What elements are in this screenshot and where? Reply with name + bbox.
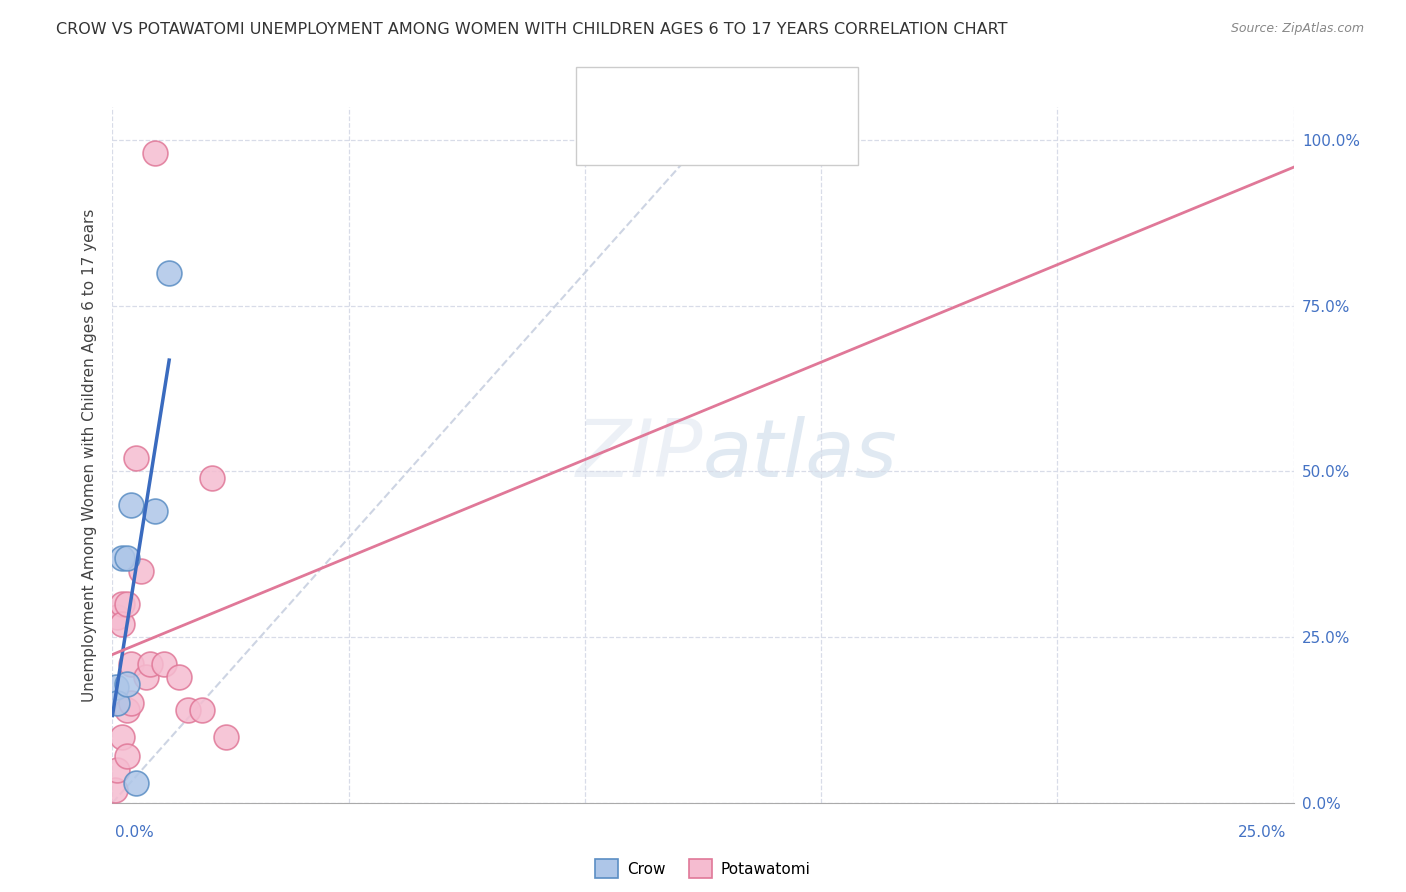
Text: atlas: atlas	[703, 416, 898, 494]
Point	[111, 730, 134, 744]
Text: Source: ZipAtlas.com: Source: ZipAtlas.com	[1230, 22, 1364, 36]
Point	[115, 676, 138, 690]
Point	[191, 703, 214, 717]
Text: 9: 9	[724, 87, 737, 105]
Point	[115, 597, 138, 611]
Text: 0.088: 0.088	[657, 124, 714, 142]
Point	[111, 550, 134, 565]
Text: 0.0%: 0.0%	[115, 825, 155, 840]
Point	[125, 776, 148, 790]
Point	[129, 564, 152, 578]
Point	[105, 763, 128, 777]
Point	[104, 782, 127, 797]
Point	[215, 730, 238, 744]
Point	[135, 670, 157, 684]
Point	[120, 697, 142, 711]
Point	[143, 146, 166, 161]
Point	[125, 451, 148, 466]
Point	[115, 749, 138, 764]
Point	[153, 657, 176, 671]
Point	[105, 697, 128, 711]
Text: R =: R =	[631, 124, 668, 142]
Text: 25.0%: 25.0%	[1239, 825, 1286, 840]
Text: R =: R =	[631, 87, 668, 105]
Point	[177, 703, 200, 717]
Point	[120, 657, 142, 671]
Text: N =: N =	[700, 124, 737, 142]
Point	[143, 504, 166, 518]
Text: 0.743: 0.743	[657, 87, 713, 105]
Legend: Crow, Potawatomi: Crow, Potawatomi	[588, 852, 818, 886]
Text: N =: N =	[700, 87, 737, 105]
Text: ZIP: ZIP	[575, 416, 703, 494]
Text: 22: 22	[724, 124, 749, 142]
Point	[157, 266, 180, 280]
Point	[139, 657, 162, 671]
Point	[105, 610, 128, 624]
Point	[167, 670, 190, 684]
Text: CROW VS POTAWATOMI UNEMPLOYMENT AMONG WOMEN WITH CHILDREN AGES 6 TO 17 YEARS COR: CROW VS POTAWATOMI UNEMPLOYMENT AMONG WO…	[56, 22, 1008, 37]
Point	[105, 680, 128, 694]
Point	[201, 471, 224, 485]
Y-axis label: Unemployment Among Women with Children Ages 6 to 17 years: Unemployment Among Women with Children A…	[82, 208, 97, 702]
Point	[120, 498, 142, 512]
Point	[115, 550, 138, 565]
Point	[115, 703, 138, 717]
Point	[111, 616, 134, 631]
Point	[111, 597, 134, 611]
